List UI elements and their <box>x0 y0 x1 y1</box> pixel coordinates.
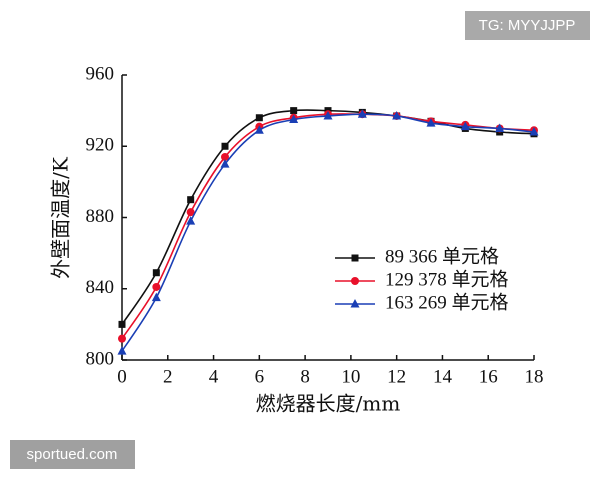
x-tick-label: 2 <box>163 366 173 387</box>
y-tick-label: 840 <box>86 277 115 298</box>
data-point <box>187 196 195 204</box>
series-line <box>121 113 535 352</box>
data-point <box>152 269 160 277</box>
data-point <box>117 346 127 355</box>
data-point <box>289 114 299 124</box>
x-tick-label: 16 <box>479 366 498 387</box>
y-tick-label: 960 <box>86 63 115 84</box>
data-point <box>151 292 161 302</box>
watermark-box <box>10 440 135 469</box>
x-tick-label: 6 <box>255 366 265 387</box>
data-point <box>392 110 402 120</box>
legend-marker <box>350 299 360 308</box>
watermark: sportued.com <box>27 446 118 463</box>
x-tick-label: 14 <box>433 366 453 387</box>
x-tick-label: 18 <box>525 366 544 387</box>
legend-marker <box>351 254 359 262</box>
data-point <box>118 334 126 343</box>
data-point <box>186 208 195 217</box>
data-point <box>118 320 126 328</box>
data-point <box>254 125 264 134</box>
y-tick-label: 880 <box>86 206 115 227</box>
data-point <box>220 159 230 168</box>
data-point <box>495 123 505 132</box>
data-point <box>426 118 436 127</box>
x-tick-label: 8 <box>300 366 310 387</box>
y-axis-label: 外壁面温度/K <box>49 156 73 279</box>
x-axis-label: 燃烧器长度/mm <box>256 392 401 416</box>
data-point <box>152 282 161 291</box>
x-tick-label: 10 <box>341 366 360 387</box>
y-tick-label: 800 <box>86 348 115 369</box>
legend-label: 89 366 单元格 <box>385 245 499 267</box>
x-tick-label: 4 <box>209 366 219 387</box>
legend-marker <box>351 277 359 285</box>
data-point <box>290 107 298 115</box>
legend-label: 129 378 单元格 <box>385 268 509 290</box>
data-point <box>255 114 263 122</box>
data-point <box>186 216 196 225</box>
data-point <box>221 152 229 161</box>
y-tick-label: 920 <box>86 135 115 156</box>
watermark: TG: MYYJJPP <box>479 17 576 34</box>
data-point <box>221 142 229 150</box>
data-point <box>529 127 539 136</box>
x-tick-label: 12 <box>387 366 406 387</box>
watermark-box <box>465 11 590 40</box>
data-point <box>323 110 333 120</box>
x-tick-label: 0 <box>117 366 127 387</box>
data-point <box>460 121 470 131</box>
legend-label: 163 269 单元格 <box>385 291 509 313</box>
data-point <box>357 109 367 118</box>
